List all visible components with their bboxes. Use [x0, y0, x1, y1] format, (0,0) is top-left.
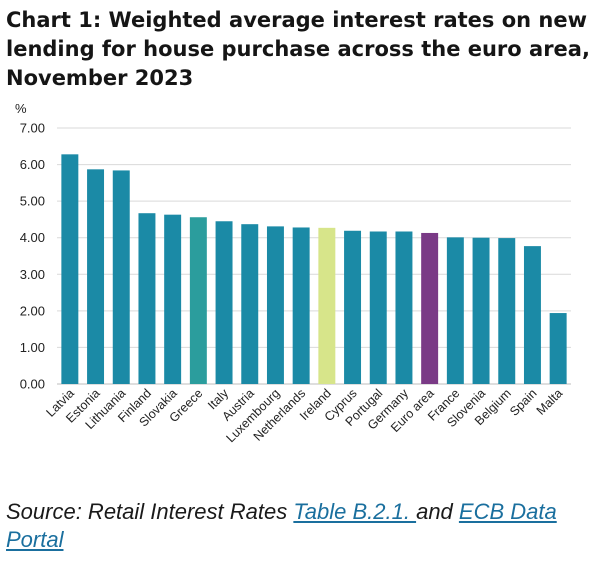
source-middle: and — [416, 499, 459, 524]
bar-finland — [138, 213, 156, 384]
bar-austria — [241, 224, 259, 384]
chart-title: Chart 1: Weighted average interest rates… — [6, 8, 590, 90]
y-tick-label: 6.00 — [20, 157, 45, 172]
bar-chart: % 0.00 1.00 2.00 3.00 4.00 5.00 6.00 7.00 Latvi… — [15, 101, 571, 446]
bar-germany — [395, 231, 413, 384]
bar-belgium — [498, 238, 516, 384]
ecb-data-portal-link[interactable]: ECB Data Portal — [6, 499, 557, 552]
y-tick-label: 0.00 — [20, 377, 45, 392]
bar-slovenia — [472, 237, 490, 384]
y-tick-label: 7.00 — [20, 121, 45, 136]
y-tick-label: 3.00 — [20, 267, 45, 282]
y-tick-label: 1.00 — [20, 340, 45, 355]
bar-france — [446, 237, 464, 384]
y-axis-unit-label: % — [15, 101, 27, 116]
bar-slovakia — [164, 214, 182, 384]
y-axis-tick-labels: 0.00 1.00 2.00 3.00 4.00 5.00 6.00 7.00 — [20, 121, 45, 392]
bar-euro-area — [421, 232, 439, 384]
x-category-label: Spain — [507, 386, 540, 419]
bar-portugal — [369, 231, 387, 384]
table-b21-link[interactable]: Table B.2.1. — [293, 499, 417, 524]
source-prefix: Source: Retail Interest Rates — [6, 499, 294, 524]
bar-greece — [189, 217, 207, 384]
y-tick-label: 2.00 — [20, 303, 45, 318]
y-tick-label: 4.00 — [20, 230, 45, 245]
source-note: Source: Retail Interest Rates Table B.2.… — [6, 498, 606, 554]
bar-lithuania — [112, 170, 130, 384]
y-tick-label: 5.00 — [20, 194, 45, 209]
bar-ireland — [318, 227, 336, 384]
bar-latvia — [61, 154, 79, 384]
x-axis-category-labels: LatviaEstoniaLithuaniaFinlandSlovakiaGre… — [43, 386, 565, 446]
bars — [61, 154, 567, 384]
bar-luxembourg — [266, 226, 284, 384]
bar-malta — [549, 313, 567, 384]
bar-cyprus — [344, 230, 362, 384]
bar-spain — [523, 246, 541, 384]
x-category-label: Malta — [534, 386, 566, 418]
bar-netherlands — [292, 227, 310, 384]
bar-italy — [215, 221, 233, 384]
gridlines — [57, 127, 571, 385]
bar-estonia — [87, 169, 105, 384]
